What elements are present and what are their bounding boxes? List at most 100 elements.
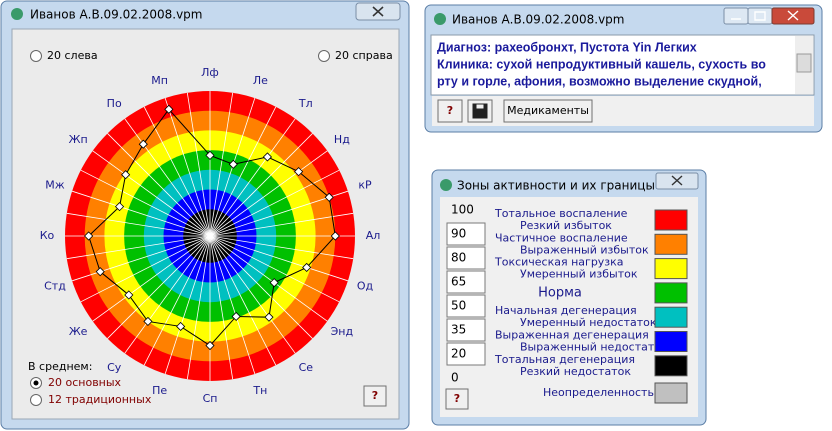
data-point [294, 167, 304, 177]
spoke [80, 169, 211, 237]
help-button[interactable] [363, 385, 387, 407]
data-point [114, 202, 125, 212]
window-title: Иванов А.В.09.02.2008.vpm [30, 8, 202, 22]
data-point [164, 104, 174, 114]
data-point [176, 321, 186, 332]
data-point [324, 192, 334, 202]
medications-label: Медикаменты [507, 104, 589, 117]
meridian-label: Од [357, 279, 374, 292]
zone-name: Выраженная дегенерация [495, 329, 649, 342]
data-point [264, 312, 274, 322]
meridian-label: Сп [203, 392, 218, 405]
bound-value: 90 [451, 227, 466, 241]
meridian-label: Ко [40, 229, 55, 242]
zone-name: Норма [538, 285, 582, 300]
meridian-label: Ле [253, 74, 268, 87]
spoke [209, 106, 277, 237]
bound-input[interactable] [446, 342, 486, 366]
maximize-button[interactable] [747, 7, 773, 25]
meridian-label: Су [107, 361, 122, 374]
spoke [209, 235, 349, 282]
zone-name: Резкий избыток [520, 219, 612, 232]
data-point [269, 278, 279, 288]
meridian-label: Лф [201, 66, 219, 79]
zone-name: Тотальная дегенерация [494, 353, 635, 366]
spoke [209, 133, 313, 237]
help-button[interactable] [437, 99, 463, 123]
meridian-label: Се [299, 361, 314, 374]
bound-input[interactable] [446, 294, 486, 318]
bound-input[interactable] [446, 246, 486, 270]
zone-name: Выраженный избыток [520, 243, 649, 256]
zone-swatch [654, 209, 688, 231]
data-point [138, 139, 148, 149]
meridian-label: Нд [334, 133, 350, 146]
data-point [124, 290, 134, 300]
spoke [209, 235, 234, 380]
zone-swatch [654, 382, 688, 404]
radio-dot [33, 380, 39, 386]
bound-input[interactable] [446, 318, 486, 342]
bound-input[interactable] [446, 222, 486, 246]
radio-label: 20 справа [335, 49, 393, 62]
medications-button[interactable] [503, 99, 593, 123]
bound-value: 100 [451, 203, 474, 217]
meridian-label: Жп [69, 133, 88, 146]
window-title: Иванов А.В.09.02.2008.vpm [452, 13, 624, 27]
spoke [92, 150, 211, 237]
data-point [262, 152, 273, 162]
spoke [209, 235, 296, 354]
close-icon [671, 175, 683, 186]
meridian-label: Мп [151, 74, 168, 87]
meridian-label: Тл [298, 97, 313, 110]
diagnosis-lines: Диагноз: рахеобронхт, Пустота Yin Легких… [437, 40, 766, 88]
diagnosis-line: Клиника: сухой непродуктивный кашель, су… [437, 57, 766, 71]
spoke [124, 235, 211, 354]
radio[interactable] [318, 50, 330, 62]
zone-name: Умеренный недостаток [520, 316, 657, 329]
spoke [209, 235, 354, 260]
app-icon [11, 8, 23, 20]
spoke [209, 212, 354, 237]
spoke [164, 97, 211, 237]
spoke [209, 235, 277, 366]
spoke [143, 235, 211, 366]
bound-input[interactable] [446, 270, 486, 294]
bound-value: 65 [451, 275, 466, 289]
data-point [205, 150, 215, 160]
app-icon [434, 13, 446, 25]
data-point [95, 267, 105, 277]
spoke [66, 212, 211, 237]
spoke [124, 118, 211, 237]
spoke [209, 235, 328, 322]
zone-name: Выраженный недостаток [520, 341, 668, 354]
zone-swatch [654, 258, 688, 280]
meridian-label: Тн [252, 384, 267, 397]
spoke [209, 235, 340, 303]
spoke [107, 235, 211, 339]
bound-value: 80 [451, 251, 466, 265]
spoke [186, 235, 211, 380]
bound-value: 35 [451, 323, 466, 337]
spoke [71, 190, 211, 237]
app-icon [440, 179, 452, 191]
help-button[interactable] [445, 388, 469, 410]
data-point [84, 231, 94, 241]
spoke [71, 235, 211, 282]
zone-swatch [654, 355, 688, 377]
zone-name: Умеренный избыток [520, 268, 638, 281]
meridian-label: Же [69, 325, 88, 338]
radio-label: 20 слева [47, 49, 98, 62]
help-label: ? [372, 389, 378, 402]
save-icon [472, 103, 488, 119]
zone-name: Токсическая нагрузка [494, 256, 624, 269]
meridian-label: Пе [152, 384, 167, 397]
scroll-thumb[interactable] [796, 53, 812, 73]
spoke [209, 118, 296, 237]
radio[interactable] [30, 50, 42, 62]
meridian-label: Стд [44, 279, 66, 292]
minimize-button[interactable] [723, 7, 749, 25]
zone-name: Частичное воспаление [495, 231, 628, 244]
radio[interactable] [30, 394, 42, 406]
